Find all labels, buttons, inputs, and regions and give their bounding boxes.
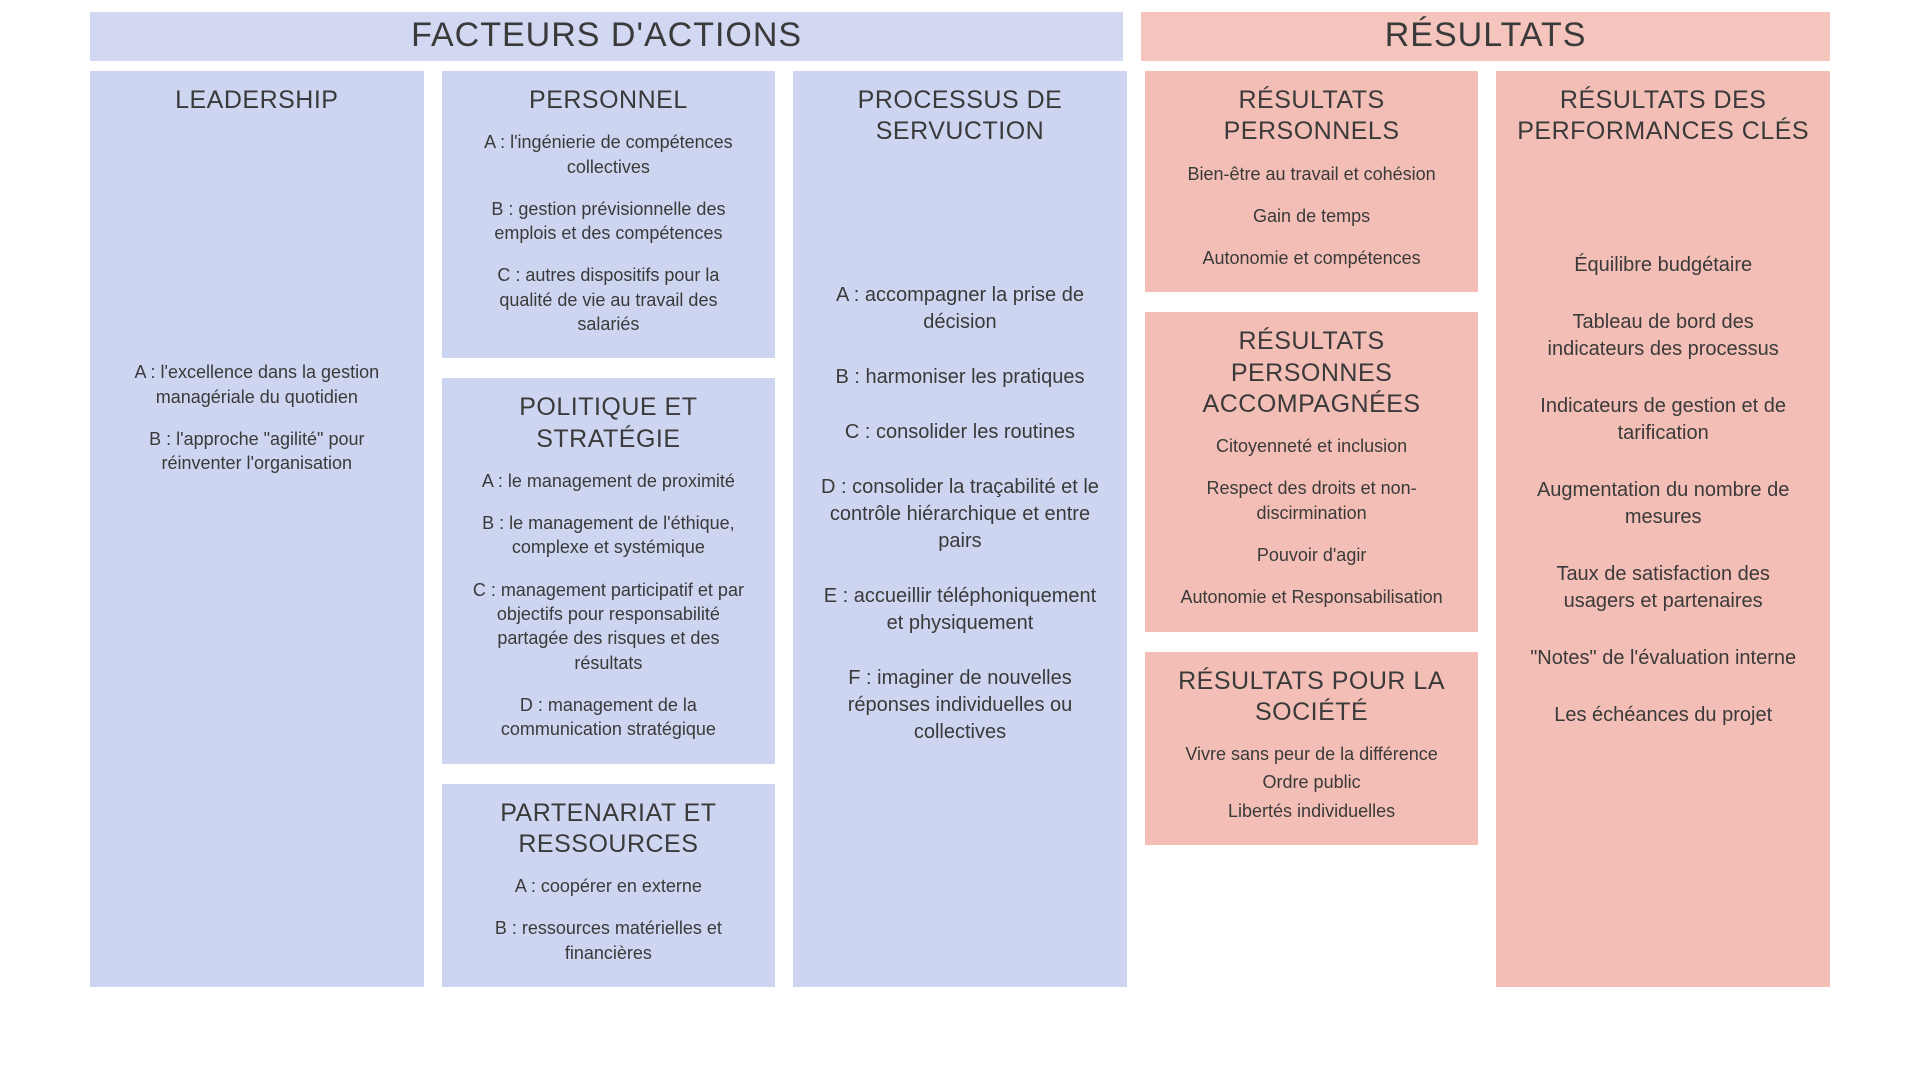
card-item: Pouvoir d'agir <box>1172 543 1451 567</box>
card-title: PERSONNEL <box>462 85 756 116</box>
card-item: Autonomie et compétences <box>1172 246 1451 270</box>
card-item: Autonomie et Responsabilisation <box>1172 585 1451 609</box>
col-kpi: RÉSULTATS DES PERFORMANCES CLÉS Équilibr… <box>1496 71 1830 987</box>
card-item: Augmentation du nombre de mesures <box>1524 477 1803 531</box>
card-title: RÉSULTATS PERSONNELS <box>1165 85 1459 148</box>
col-leadership: LEADERSHIP A : l'excellence dans la gest… <box>90 71 424 987</box>
card-item: B : harmoniser les pratiques <box>821 364 1100 391</box>
card-item: Bien-être au travail et cohésion <box>1172 162 1451 186</box>
card-item: Libertés individuelles <box>1172 799 1451 823</box>
card-res-accompagnees: RÉSULTATS PERSONNES ACCOMPAGNÉES Citoyen… <box>1145 312 1479 631</box>
card-item: B : gestion prévisionnelle des emplois e… <box>469 197 748 246</box>
card-item: Citoyenneté et inclusion <box>1172 434 1451 458</box>
card-item: Vivre sans peur de la différence <box>1172 742 1451 766</box>
card-item: Les échéances du projet <box>1524 702 1803 729</box>
card-item: A : le management de proximité <box>469 469 748 493</box>
card-title: POLITIQUE ET STRATÉGIE <box>462 392 756 455</box>
card-item: A : l'excellence dans la gestion managér… <box>117 360 396 409</box>
card-item: Taux de satisfaction des usagers et part… <box>1524 561 1803 615</box>
header-resultats: RÉSULTATS <box>1141 12 1830 61</box>
card-item: D : consolider la traçabilité et le cont… <box>821 474 1100 555</box>
col-resultats-stack: RÉSULTATS PERSONNELS Bien-être au travai… <box>1145 71 1479 987</box>
card-item: A : l'ingénierie de compétences collecti… <box>469 130 748 179</box>
card-item: A : coopérer en externe <box>469 874 748 898</box>
header-bar: FACTEURS D'ACTIONS RÉSULTATS <box>90 12 1830 61</box>
card-item: C : management participatif et par objec… <box>469 578 748 675</box>
card-item: A : accompagner la prise de décision <box>821 282 1100 336</box>
card-title: LEADERSHIP <box>110 85 404 116</box>
card-res-personnels: RÉSULTATS PERSONNELS Bien-être au travai… <box>1145 71 1479 292</box>
main-grid: LEADERSHIP A : l'excellence dans la gest… <box>90 71 1830 987</box>
card-title: RÉSULTATS DES PERFORMANCES CLÉS <box>1516 85 1810 148</box>
card-item: Tableau de bord des indicateurs des proc… <box>1524 309 1803 363</box>
card-item: Indicateurs de gestion et de tarificatio… <box>1524 393 1803 447</box>
card-item: "Notes" de l'évaluation interne <box>1524 645 1803 672</box>
card-title: RÉSULTATS PERSONNES ACCOMPAGNÉES <box>1165 326 1459 420</box>
card-res-societe: RÉSULTATS POUR LA SOCIÉTÉ Vivre sans peu… <box>1145 652 1479 845</box>
card-item: E : accueillir téléphoniquement et physi… <box>821 583 1100 637</box>
card-item: B : l'approche "agilité" pour réinventer… <box>117 427 396 476</box>
card-item: C : autres dispositifs pour la qualité d… <box>469 263 748 336</box>
card-item: Ordre public <box>1172 770 1451 794</box>
card-item: Gain de temps <box>1172 204 1451 228</box>
card-item: Équilibre budgétaire <box>1524 252 1803 279</box>
card-item: B : ressources matérielles et financière… <box>469 916 748 965</box>
card-partenariat: PARTENARIAT ET RESSOURCES A : coopérer e… <box>442 784 776 987</box>
card-res-kpi: RÉSULTATS DES PERFORMANCES CLÉS Équilibr… <box>1496 71 1830 987</box>
header-facteurs: FACTEURS D'ACTIONS <box>90 12 1123 61</box>
card-item: D : management de la communication strat… <box>469 693 748 742</box>
card-title: RÉSULTATS POUR LA SOCIÉTÉ <box>1165 666 1459 729</box>
card-title: PROCESSUS DE SERVUCTION <box>813 85 1107 148</box>
card-item: Respect des droits et non-discirmination <box>1172 476 1451 525</box>
card-item: F : imaginer de nouvelles réponses indiv… <box>821 665 1100 746</box>
col-servuction: PROCESSUS DE SERVUCTION A : accompagner … <box>793 71 1127 987</box>
card-leadership: LEADERSHIP A : l'excellence dans la gest… <box>90 71 424 987</box>
card-politique: POLITIQUE ET STRATÉGIE A : le management… <box>442 378 776 763</box>
card-item: C : consolider les routines <box>821 419 1100 446</box>
card-item: B : le management de l'éthique, complexe… <box>469 511 748 560</box>
col-middle-left: PERSONNEL A : l'ingénierie de compétence… <box>442 71 776 987</box>
card-personnel: PERSONNEL A : l'ingénierie de compétence… <box>442 71 776 358</box>
card-title: PARTENARIAT ET RESSOURCES <box>462 798 756 861</box>
card-servuction: PROCESSUS DE SERVUCTION A : accompagner … <box>793 71 1127 987</box>
